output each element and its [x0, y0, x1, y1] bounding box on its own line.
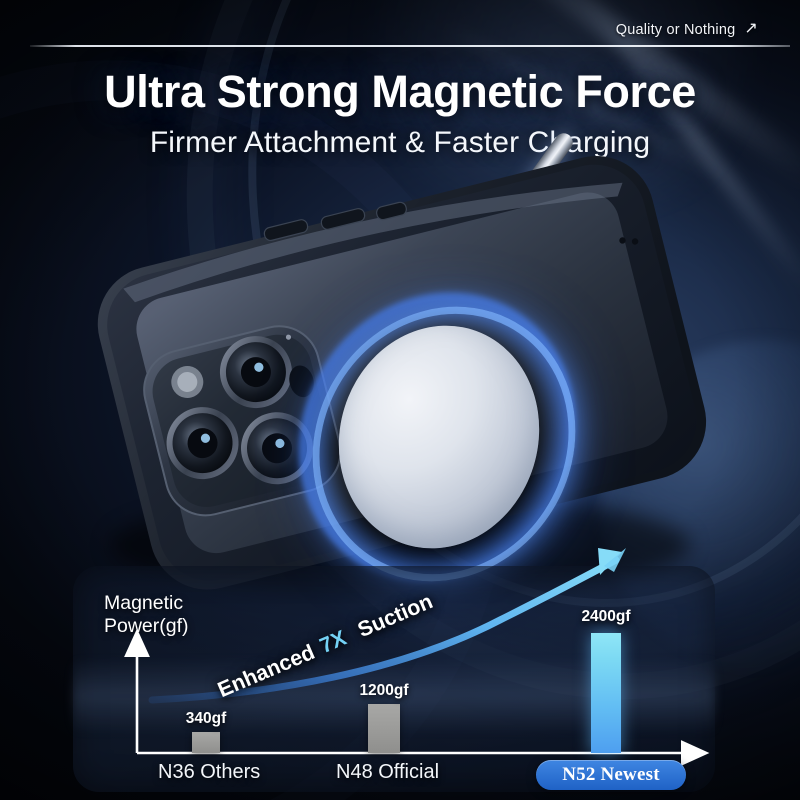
arrow-up-right-icon: ↗ — [744, 20, 758, 37]
bar-value-n36: 340gf — [185, 710, 227, 727]
brand-tagline: Quality or Nothing ↗ — [615, 20, 758, 39]
category-label-n36: N36 Others — [158, 761, 261, 783]
status-badge: N52 Newest — [536, 760, 686, 790]
growth-curve — [148, 556, 620, 704]
header-divider — [30, 45, 790, 47]
bar-n36 — [192, 732, 220, 753]
bar-value-n52: 2400gf — [581, 608, 631, 625]
bar-n48 — [368, 704, 400, 753]
bar-value-n48: 1200gf — [359, 682, 409, 699]
bar-n52 — [591, 633, 621, 753]
page-title: Ultra Strong Magnetic Force — [104, 66, 696, 117]
category-label-n48: N48 Official — [336, 761, 440, 783]
y-axis-label-line1: Magnetic — [104, 592, 184, 614]
category-label-n52: N52 Newest — [562, 764, 660, 785]
brand-tagline-text: Quality or Nothing — [615, 22, 736, 38]
camera-module-icon — [143, 325, 342, 517]
growth-curve-arrowhead-2 — [604, 548, 626, 572]
